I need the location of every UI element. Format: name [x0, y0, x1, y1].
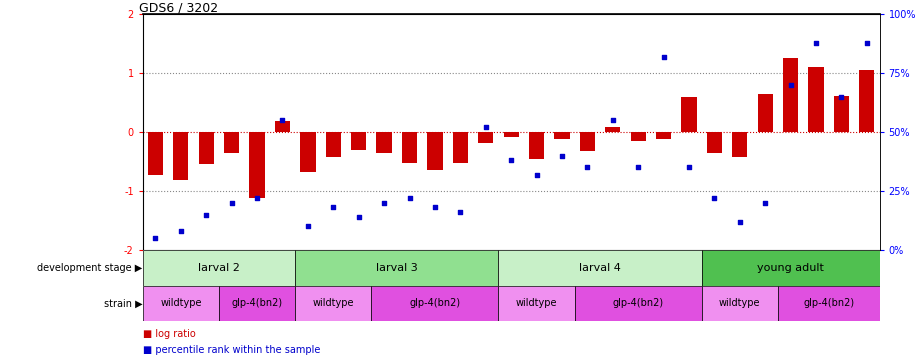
- Bar: [554, 132, 569, 139]
- Point: [504, 157, 519, 163]
- Point: [859, 40, 874, 45]
- Bar: [453, 132, 468, 163]
- Point: [148, 235, 163, 241]
- Bar: [143, 250, 296, 286]
- Point: [300, 223, 315, 229]
- Bar: [296, 250, 498, 286]
- Text: wildtype: wildtype: [160, 298, 202, 308]
- Bar: [631, 132, 646, 141]
- Text: young adult: young adult: [757, 263, 824, 273]
- Point: [173, 228, 188, 234]
- Point: [453, 209, 468, 215]
- Text: wildtype: wildtype: [312, 298, 354, 308]
- Text: wildtype: wildtype: [516, 298, 557, 308]
- Point: [758, 200, 773, 206]
- Point: [478, 125, 493, 130]
- Point: [834, 94, 849, 100]
- Bar: [498, 286, 575, 321]
- Point: [631, 165, 646, 170]
- Text: larval 4: larval 4: [579, 263, 621, 273]
- Point: [809, 40, 823, 45]
- Text: ■ log ratio: ■ log ratio: [143, 329, 195, 339]
- Bar: [702, 250, 880, 286]
- Text: development stage ▶: development stage ▶: [37, 263, 142, 273]
- Point: [351, 214, 366, 220]
- Bar: [778, 286, 880, 321]
- Bar: [250, 132, 264, 198]
- Bar: [351, 132, 367, 150]
- Bar: [656, 132, 671, 139]
- Bar: [148, 132, 163, 175]
- Bar: [783, 59, 799, 132]
- Point: [783, 82, 798, 88]
- Text: larval 2: larval 2: [198, 263, 239, 273]
- Bar: [579, 132, 595, 151]
- Point: [732, 219, 747, 225]
- Bar: [274, 121, 290, 132]
- Bar: [427, 132, 443, 170]
- Bar: [219, 286, 296, 321]
- Text: GDS6 / 3202: GDS6 / 3202: [139, 1, 218, 14]
- Point: [225, 200, 239, 206]
- Point: [707, 195, 722, 201]
- Bar: [377, 132, 391, 153]
- Bar: [758, 94, 773, 132]
- Text: larval 3: larval 3: [376, 263, 418, 273]
- Text: strain ▶: strain ▶: [104, 298, 142, 308]
- Point: [657, 54, 671, 60]
- Bar: [300, 132, 316, 172]
- Bar: [498, 250, 702, 286]
- Point: [554, 153, 569, 159]
- Point: [580, 165, 595, 170]
- Point: [402, 195, 417, 201]
- Bar: [682, 97, 696, 132]
- Point: [682, 165, 696, 170]
- Bar: [371, 286, 498, 321]
- Bar: [224, 132, 239, 153]
- Bar: [296, 286, 371, 321]
- Text: glp-4(bn2): glp-4(bn2): [803, 298, 855, 308]
- Bar: [529, 132, 544, 159]
- Bar: [504, 132, 519, 137]
- Text: glp-4(bn2): glp-4(bn2): [409, 298, 460, 308]
- Bar: [702, 286, 778, 321]
- Bar: [575, 286, 702, 321]
- Bar: [326, 132, 341, 157]
- Bar: [859, 70, 874, 132]
- Text: wildtype: wildtype: [719, 298, 761, 308]
- Bar: [478, 132, 494, 143]
- Text: ■ percentile rank within the sample: ■ percentile rank within the sample: [143, 345, 321, 355]
- Text: glp-4(bn2): glp-4(bn2): [231, 298, 283, 308]
- Point: [377, 200, 391, 206]
- Bar: [199, 132, 214, 165]
- Bar: [143, 286, 219, 321]
- Bar: [605, 127, 621, 132]
- Bar: [809, 67, 823, 132]
- Point: [326, 205, 341, 210]
- Point: [605, 117, 620, 123]
- Bar: [732, 132, 748, 157]
- Point: [427, 205, 442, 210]
- Point: [250, 195, 264, 201]
- Text: glp-4(bn2): glp-4(bn2): [612, 298, 664, 308]
- Bar: [706, 132, 722, 153]
- Point: [199, 212, 214, 217]
- Point: [275, 117, 290, 123]
- Bar: [834, 96, 849, 132]
- Bar: [402, 132, 417, 163]
- Point: [530, 172, 544, 177]
- Bar: [173, 132, 189, 180]
